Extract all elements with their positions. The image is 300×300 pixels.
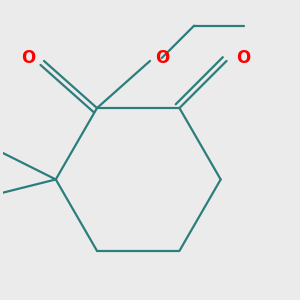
Text: O: O bbox=[236, 49, 250, 67]
Text: O: O bbox=[155, 49, 169, 67]
Text: O: O bbox=[21, 49, 35, 67]
